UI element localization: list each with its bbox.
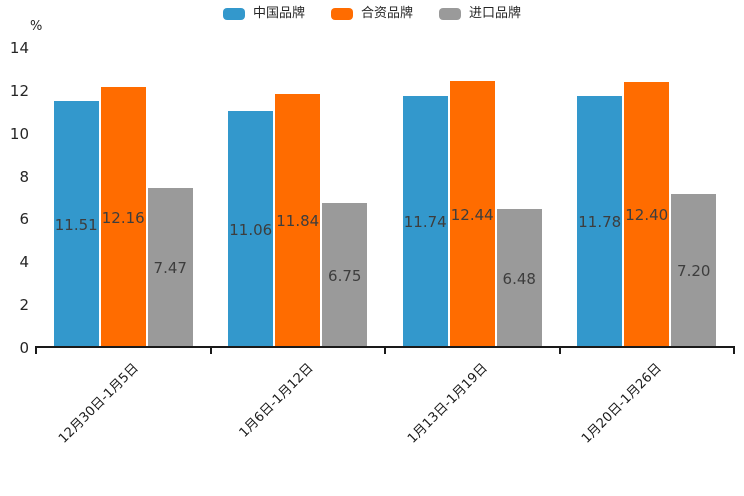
legend-item-0: 中国品牌 [222,6,305,22]
y-tick-label: 2 [19,296,29,315]
bar-进口品牌-3: 7.20 [671,193,717,348]
bar-合资品牌-1: 11.84 [275,94,321,348]
plot-area: 11.51 12.16 7.47 11.06 11.84 6.75 11.74 12.44 6.… [35,48,735,354]
x-category-label: 1月13日-1月19日 [404,360,491,447]
x-category-label: 1月20日-1月26日 [579,360,666,447]
bar-中国品牌-1: 11.06 [228,111,274,348]
legend-swatch-icon [222,8,245,20]
x-axis-tick-mark [558,348,561,354]
legend: 中国品牌 合资品牌 进口品牌 [0,6,744,22]
bar-value-label: 7.47 [153,258,187,277]
x-axis-tick-mark [733,348,735,354]
bar-value-label: 12.40 [625,206,669,225]
bar-中国品牌-0: 11.51 [53,101,99,348]
y-axis-tick-labels: 0 2 4 6 8 10 12 14 [0,39,29,357]
x-category-label: 12月30日-1月5日 [55,360,142,447]
y-tick-label: 12 [9,81,29,100]
bar-value-label: 6.48 [502,269,536,288]
legend-label: 中国品牌 [252,6,305,21]
bar-value-label: 11.78 [578,212,622,231]
x-axis-line [35,346,735,348]
x-axis-category-labels: 12月30日-1月5日 1月6日-1月12日 1月13日-1月19日 1月20日-1月… [36,354,734,494]
y-tick-label: 0 [19,339,29,357]
bar-进口品牌-0: 7.47 [147,187,193,348]
bar-value-label: 6.75 [328,266,362,285]
bar-value-label: 11.06 [229,220,273,239]
legend-item-1: 合资品牌 [330,6,413,22]
bar-value-label: 12.44 [450,205,494,224]
bar-合资品牌-3: 12.40 [624,82,670,348]
legend-label: 进口品牌 [469,6,522,21]
y-axis-unit-label: % [30,19,43,34]
legend-swatch-icon [330,8,353,20]
y-tick-label: 4 [19,253,29,272]
bar-value-label: 12.16 [101,208,145,227]
bar-合资品牌-0: 12.16 [100,87,146,348]
bar-value-label: 11.84 [276,212,320,231]
y-tick-label: 8 [19,167,29,186]
bar-中国品牌-3: 11.78 [577,95,623,348]
bar-中国品牌-2: 11.74 [402,96,448,348]
y-tick-label: 10 [9,124,29,143]
bar-进口品牌-1: 6.75 [322,203,368,348]
y-tick-label: 6 [19,210,29,229]
x-axis-tick-mark [35,348,37,354]
bar-value-label: 7.20 [677,261,711,280]
bar-value-label: 11.51 [54,215,98,234]
bar-合资品牌-2: 12.44 [449,81,495,348]
bar-value-label: 11.74 [403,213,447,232]
y-tick-label: 14 [9,39,29,57]
x-axis-tick-mark [384,348,386,354]
x-category-label: 1月6日-1月12日 [236,360,317,441]
legend-item-2: 进口品牌 [439,6,521,22]
x-axis-tick-mark [209,348,212,354]
bar-进口品牌-2: 6.48 [496,209,542,348]
legend-swatch-icon [439,8,461,20]
legend-label: 合资品牌 [360,6,413,21]
